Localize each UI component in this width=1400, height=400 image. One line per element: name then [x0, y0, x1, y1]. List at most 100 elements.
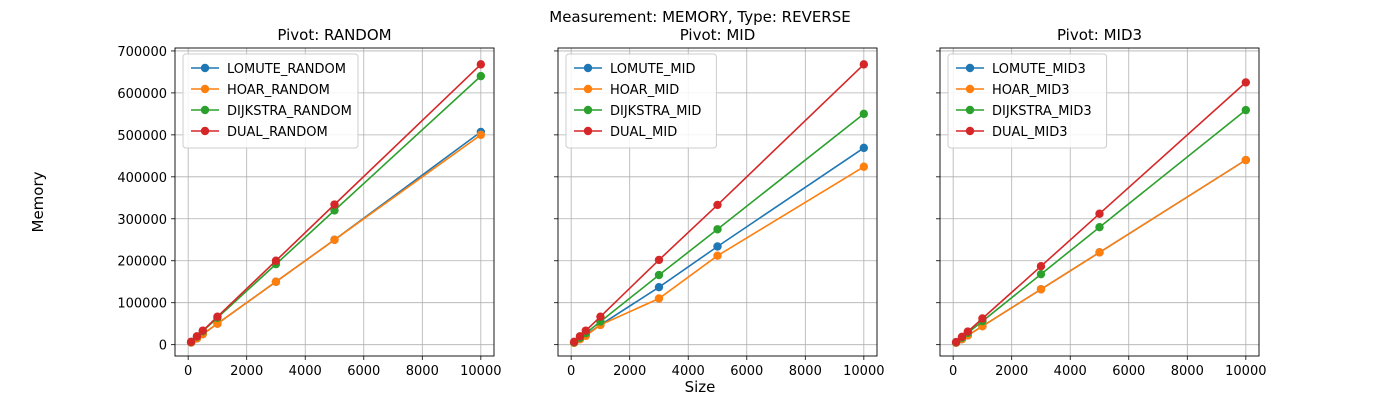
legend-label: LOMUTE_MID3: [992, 62, 1086, 77]
subplot-3: 0 2000 4000 6000 8000 10000 Pivot: MID3 LOMUTE_…: [936, 26, 1267, 379]
legend-label: LOMUTE_RANDOM: [227, 62, 346, 77]
y-tick-label: 400000: [117, 171, 167, 186]
legend: LOMUTE_RANDOM HOAR_RANDOM DIJKSTRA_RANDOM D…: [182, 53, 359, 149]
y-tick-label: 0: [159, 339, 167, 354]
data-point: [476, 130, 486, 140]
data-point: [654, 255, 664, 265]
figure-suptitle: Measurement: MEMORY, Type: REVERSE: [549, 8, 850, 26]
data-point: [330, 235, 339, 244]
y-tick-label: 500000: [117, 129, 167, 144]
legend-label: DUAL_RANDOM: [227, 125, 328, 140]
data-point: [1241, 105, 1251, 115]
data-point: [654, 282, 664, 292]
data-point: [271, 256, 281, 265]
data-point: [713, 242, 722, 251]
legend-marker: [200, 63, 210, 73]
data-point: [186, 337, 196, 347]
data-point: [859, 60, 869, 69]
x-tick-label: 4000: [672, 364, 705, 379]
data-point: [1241, 78, 1251, 87]
y-tick-label: 300000: [117, 213, 167, 228]
y-tick-label: 200000: [117, 255, 167, 270]
x-tick-label: 8000: [1171, 364, 1204, 379]
legend-label: LOMUTE_MID: [610, 62, 695, 77]
subplot-2: 0 2000 4000 6000 8000 10000 Pivot: MID LOMUTE_M…: [554, 26, 885, 379]
data-point: [596, 312, 605, 321]
x-tick-label: 0: [567, 364, 575, 379]
data-point: [569, 337, 579, 347]
data-point: [654, 294, 664, 303]
legend-label: HOAR_RANDOM: [227, 83, 330, 98]
data-point: [654, 270, 664, 280]
legend-marker: [200, 84, 210, 94]
legend-label: DUAL_MID3: [992, 125, 1068, 140]
data-point: [963, 327, 973, 336]
legend-label: DIJKSTRA_RANDOM: [227, 104, 352, 119]
x-tick-label: 4000: [1054, 364, 1087, 379]
data-point: [713, 200, 722, 210]
data-point: [859, 162, 869, 171]
x-tick-label: 6000: [1112, 364, 1145, 379]
legend-marker: [965, 126, 975, 136]
data-point: [330, 206, 339, 215]
legend-frame: [947, 53, 1108, 149]
legend-marker: [583, 84, 593, 94]
x-tick-label: 2000: [613, 364, 646, 379]
subplot-title: Pivot: MID3: [1057, 26, 1142, 44]
data-point: [1095, 209, 1104, 218]
data-point: [213, 312, 222, 321]
legend-marker: [583, 105, 593, 115]
subplots: 0 2000 4000 6000 8000 10000010000020000030000…: [117, 26, 1266, 379]
x-tick-label: 2000: [995, 364, 1028, 379]
x-tick-label: 0: [184, 364, 192, 379]
legend-marker: [965, 84, 975, 94]
x-tick-label: 2000: [230, 364, 263, 379]
subplot-title: Pivot: MID: [680, 26, 756, 44]
data-point: [1095, 248, 1104, 257]
legend-frame: [182, 53, 359, 149]
data-point: [951, 337, 961, 347]
legend-marker: [583, 126, 593, 136]
data-point: [198, 326, 208, 335]
x-tick-label: 4000: [289, 364, 322, 379]
data-point: [1036, 285, 1046, 294]
legend-frame: [565, 53, 717, 149]
data-point: [978, 314, 987, 323]
data-point: [581, 326, 591, 335]
x-tick-label: 8000: [406, 364, 439, 379]
x-tick-label: 10000: [460, 364, 501, 379]
figure-xlabel: Size: [685, 378, 716, 396]
data-point: [476, 71, 486, 81]
data-point: [1241, 155, 1251, 165]
data-point: [1036, 262, 1046, 271]
data-point: [859, 109, 869, 119]
legend-marker: [200, 126, 210, 136]
legend-label: HOAR_MID3: [992, 83, 1070, 98]
legend-label: DIJKSTRA_MID: [610, 104, 701, 119]
y-tick-label: 100000: [117, 297, 167, 312]
legend-marker: [200, 105, 210, 115]
x-tick-label: 8000: [789, 364, 822, 379]
data-point: [575, 332, 585, 341]
x-tick-label: 6000: [730, 364, 763, 379]
legend-marker: [965, 63, 975, 73]
axes-frame: [557, 47, 878, 357]
y-tick-label: 600000: [117, 87, 167, 102]
x-tick-label: 10000: [843, 364, 884, 379]
y-tick-label: 700000: [117, 45, 167, 60]
data-point: [330, 200, 339, 209]
legend-label: HOAR_MID: [610, 83, 679, 98]
axes-frame: [174, 47, 495, 357]
data-point: [859, 143, 869, 153]
data-point: [957, 332, 967, 342]
legend-marker: [583, 63, 593, 73]
subplot-title: Pivot: RANDOM: [277, 26, 391, 44]
figure-ylabel: Memory: [29, 171, 47, 232]
data-point: [1095, 222, 1104, 232]
data-point: [1036, 269, 1046, 279]
x-tick-label: 10000: [1225, 364, 1266, 379]
legend-label: DUAL_MID: [610, 125, 677, 140]
axes-frame: [939, 47, 1260, 357]
data-point: [271, 277, 281, 286]
